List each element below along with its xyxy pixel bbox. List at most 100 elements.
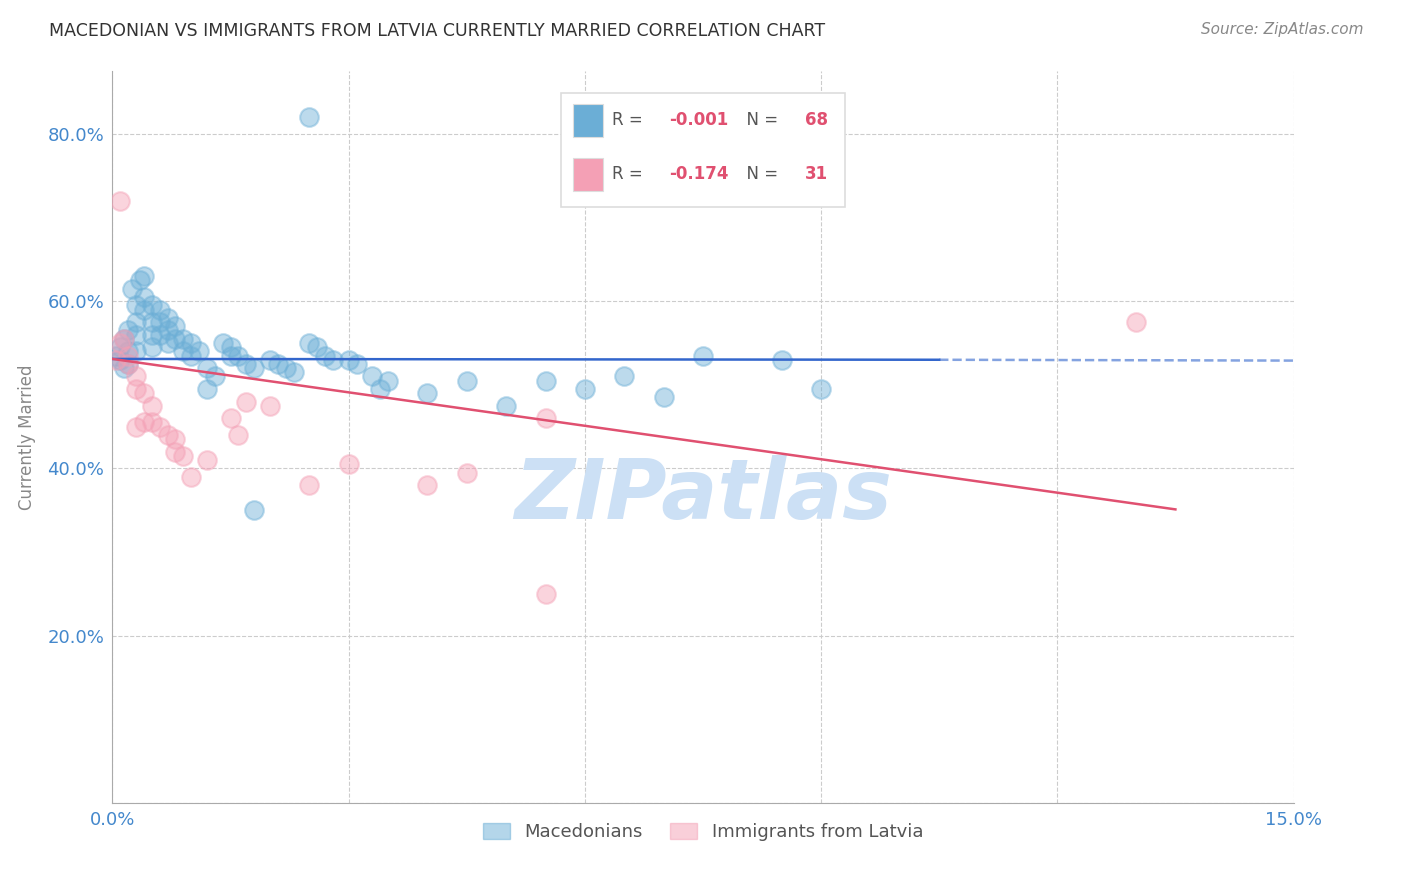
Point [125, 382, 148, 396]
Point [112, 332, 135, 346]
Point [204, 369, 226, 384]
Y-axis label: Currently Married: Currently Married [18, 364, 37, 510]
Text: -0.001: -0.001 [669, 112, 728, 129]
Point [243, 361, 266, 376]
Point [125, 419, 148, 434]
Point [613, 369, 636, 384]
Point [195, 361, 218, 376]
Point [141, 315, 163, 329]
Point [534, 587, 557, 601]
Point [117, 349, 139, 363]
Point [267, 357, 290, 371]
Point [377, 374, 399, 388]
Text: MACEDONIAN VS IMMIGRANTS FROM LATVIA CURRENTLY MARRIED CORRELATION CHART: MACEDONIAN VS IMMIGRANTS FROM LATVIA CUR… [49, 22, 825, 40]
Point [180, 470, 202, 484]
Text: Source: ZipAtlas.com: Source: ZipAtlas.com [1201, 22, 1364, 37]
Text: ZIPatlas: ZIPatlas [515, 455, 891, 536]
Point [172, 332, 194, 346]
Point [219, 340, 242, 354]
Point [368, 382, 391, 396]
Text: N =: N = [737, 112, 783, 129]
Point [259, 399, 281, 413]
Point [259, 352, 281, 367]
Point [307, 340, 329, 354]
Point [112, 332, 135, 346]
Point [1125, 315, 1147, 329]
Point [188, 344, 211, 359]
Point [195, 382, 218, 396]
Point [165, 432, 187, 446]
Point [110, 340, 132, 354]
Point [228, 428, 250, 442]
Point [141, 416, 163, 430]
Text: R =: R = [612, 165, 648, 183]
Text: -0.174: -0.174 [669, 165, 728, 183]
Legend: Macedonians, Immigrants from Latvia: Macedonians, Immigrants from Latvia [475, 816, 931, 848]
FancyBboxPatch shape [561, 94, 845, 207]
Point [283, 365, 305, 379]
Point [165, 319, 187, 334]
Point [361, 369, 384, 384]
Point [125, 327, 148, 342]
Point [534, 411, 557, 425]
Point [156, 428, 179, 442]
Point [117, 357, 139, 371]
Point [110, 194, 132, 208]
Point [574, 382, 596, 396]
Point [156, 310, 179, 325]
Point [125, 315, 148, 329]
Point [652, 390, 675, 404]
Point [132, 386, 155, 401]
Point [149, 315, 172, 329]
Point [180, 349, 202, 363]
Point [298, 111, 321, 125]
Point [125, 369, 148, 384]
Point [228, 349, 250, 363]
Point [770, 352, 793, 367]
Point [112, 361, 135, 376]
Point [156, 336, 179, 351]
Point [172, 449, 194, 463]
Point [110, 336, 132, 351]
Text: 31: 31 [804, 165, 828, 183]
Point [692, 349, 714, 363]
Point [125, 298, 148, 312]
Point [149, 327, 172, 342]
Point [298, 336, 321, 351]
Point [298, 478, 321, 492]
Point [149, 419, 172, 434]
Point [141, 298, 163, 312]
Point [274, 361, 297, 376]
Point [105, 349, 128, 363]
Point [495, 399, 517, 413]
Point [117, 357, 139, 371]
Point [141, 327, 163, 342]
Point [165, 444, 187, 458]
Point [141, 399, 163, 413]
Text: R =: R = [612, 112, 648, 129]
Point [110, 352, 132, 367]
Point [105, 352, 128, 367]
Point [211, 336, 233, 351]
Point [322, 352, 344, 367]
FancyBboxPatch shape [574, 104, 603, 137]
Point [180, 336, 202, 351]
Point [195, 453, 218, 467]
Text: N =: N = [737, 165, 783, 183]
Point [346, 357, 368, 371]
Point [165, 332, 187, 346]
Point [219, 411, 242, 425]
Point [219, 349, 242, 363]
Point [141, 340, 163, 354]
Point [172, 344, 194, 359]
FancyBboxPatch shape [574, 158, 603, 191]
Point [156, 324, 179, 338]
Point [416, 386, 439, 401]
Point [337, 457, 360, 471]
Point [235, 357, 257, 371]
Point [132, 302, 155, 317]
Point [337, 352, 360, 367]
Point [314, 349, 336, 363]
Point [456, 374, 478, 388]
Point [117, 344, 139, 359]
